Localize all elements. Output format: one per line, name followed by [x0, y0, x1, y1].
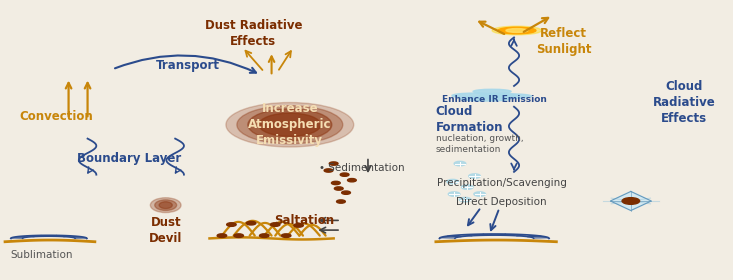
Ellipse shape [226, 102, 354, 147]
Circle shape [460, 197, 471, 202]
Circle shape [342, 191, 350, 194]
Ellipse shape [259, 113, 321, 136]
Circle shape [454, 161, 465, 166]
Circle shape [474, 192, 485, 196]
Text: Increase
Atmospheric
Emissivity: Increase Atmospheric Emissivity [248, 102, 331, 147]
Circle shape [329, 162, 338, 165]
Circle shape [234, 234, 243, 237]
Circle shape [340, 173, 349, 176]
Text: Saltation: Saltation [274, 214, 334, 227]
Circle shape [246, 221, 256, 225]
Ellipse shape [150, 198, 181, 213]
Circle shape [226, 223, 236, 226]
Circle shape [622, 198, 640, 204]
Text: Reflect
Sunlight: Reflect Sunlight [536, 27, 592, 56]
Ellipse shape [452, 93, 496, 98]
Text: Sublimation: Sublimation [10, 250, 73, 260]
Ellipse shape [479, 94, 516, 98]
Ellipse shape [492, 26, 542, 35]
Ellipse shape [248, 109, 332, 141]
Circle shape [270, 223, 280, 226]
Ellipse shape [155, 200, 177, 211]
Circle shape [334, 187, 343, 190]
Text: Precipitation/Scavenging: Precipitation/Scavenging [437, 178, 567, 188]
Circle shape [294, 224, 303, 227]
Circle shape [324, 169, 333, 172]
Circle shape [336, 200, 345, 203]
Text: Dust
Devil: Dust Devil [149, 216, 183, 245]
Text: Transport: Transport [155, 59, 220, 72]
Text: Dust Radiative
Effects: Dust Radiative Effects [205, 19, 302, 48]
Text: Enhance IR Emission: Enhance IR Emission [442, 95, 547, 104]
Circle shape [331, 181, 340, 185]
Ellipse shape [473, 89, 511, 94]
Text: Cloud
Formation: Cloud Formation [436, 105, 504, 134]
Polygon shape [611, 192, 652, 211]
Circle shape [281, 234, 291, 237]
Circle shape [347, 179, 356, 182]
Ellipse shape [490, 94, 531, 99]
Text: • Sedimentation: • Sedimentation [319, 163, 405, 173]
Circle shape [449, 192, 460, 196]
Text: Convection: Convection [19, 110, 93, 123]
Ellipse shape [498, 27, 536, 34]
Text: nucleation, growth,
sedimentation: nucleation, growth, sedimentation [436, 134, 523, 154]
Circle shape [217, 234, 226, 237]
Ellipse shape [506, 29, 528, 32]
Circle shape [468, 174, 480, 178]
Ellipse shape [461, 97, 510, 101]
Text: Boundary Layer: Boundary Layer [77, 151, 181, 165]
Circle shape [447, 179, 459, 184]
Text: Direct Deposition: Direct Deposition [456, 197, 547, 207]
Circle shape [462, 185, 473, 189]
Ellipse shape [159, 202, 172, 209]
Ellipse shape [237, 106, 343, 144]
Text: Cloud
Radiative
Effects: Cloud Radiative Effects [653, 80, 715, 125]
Circle shape [259, 234, 269, 237]
